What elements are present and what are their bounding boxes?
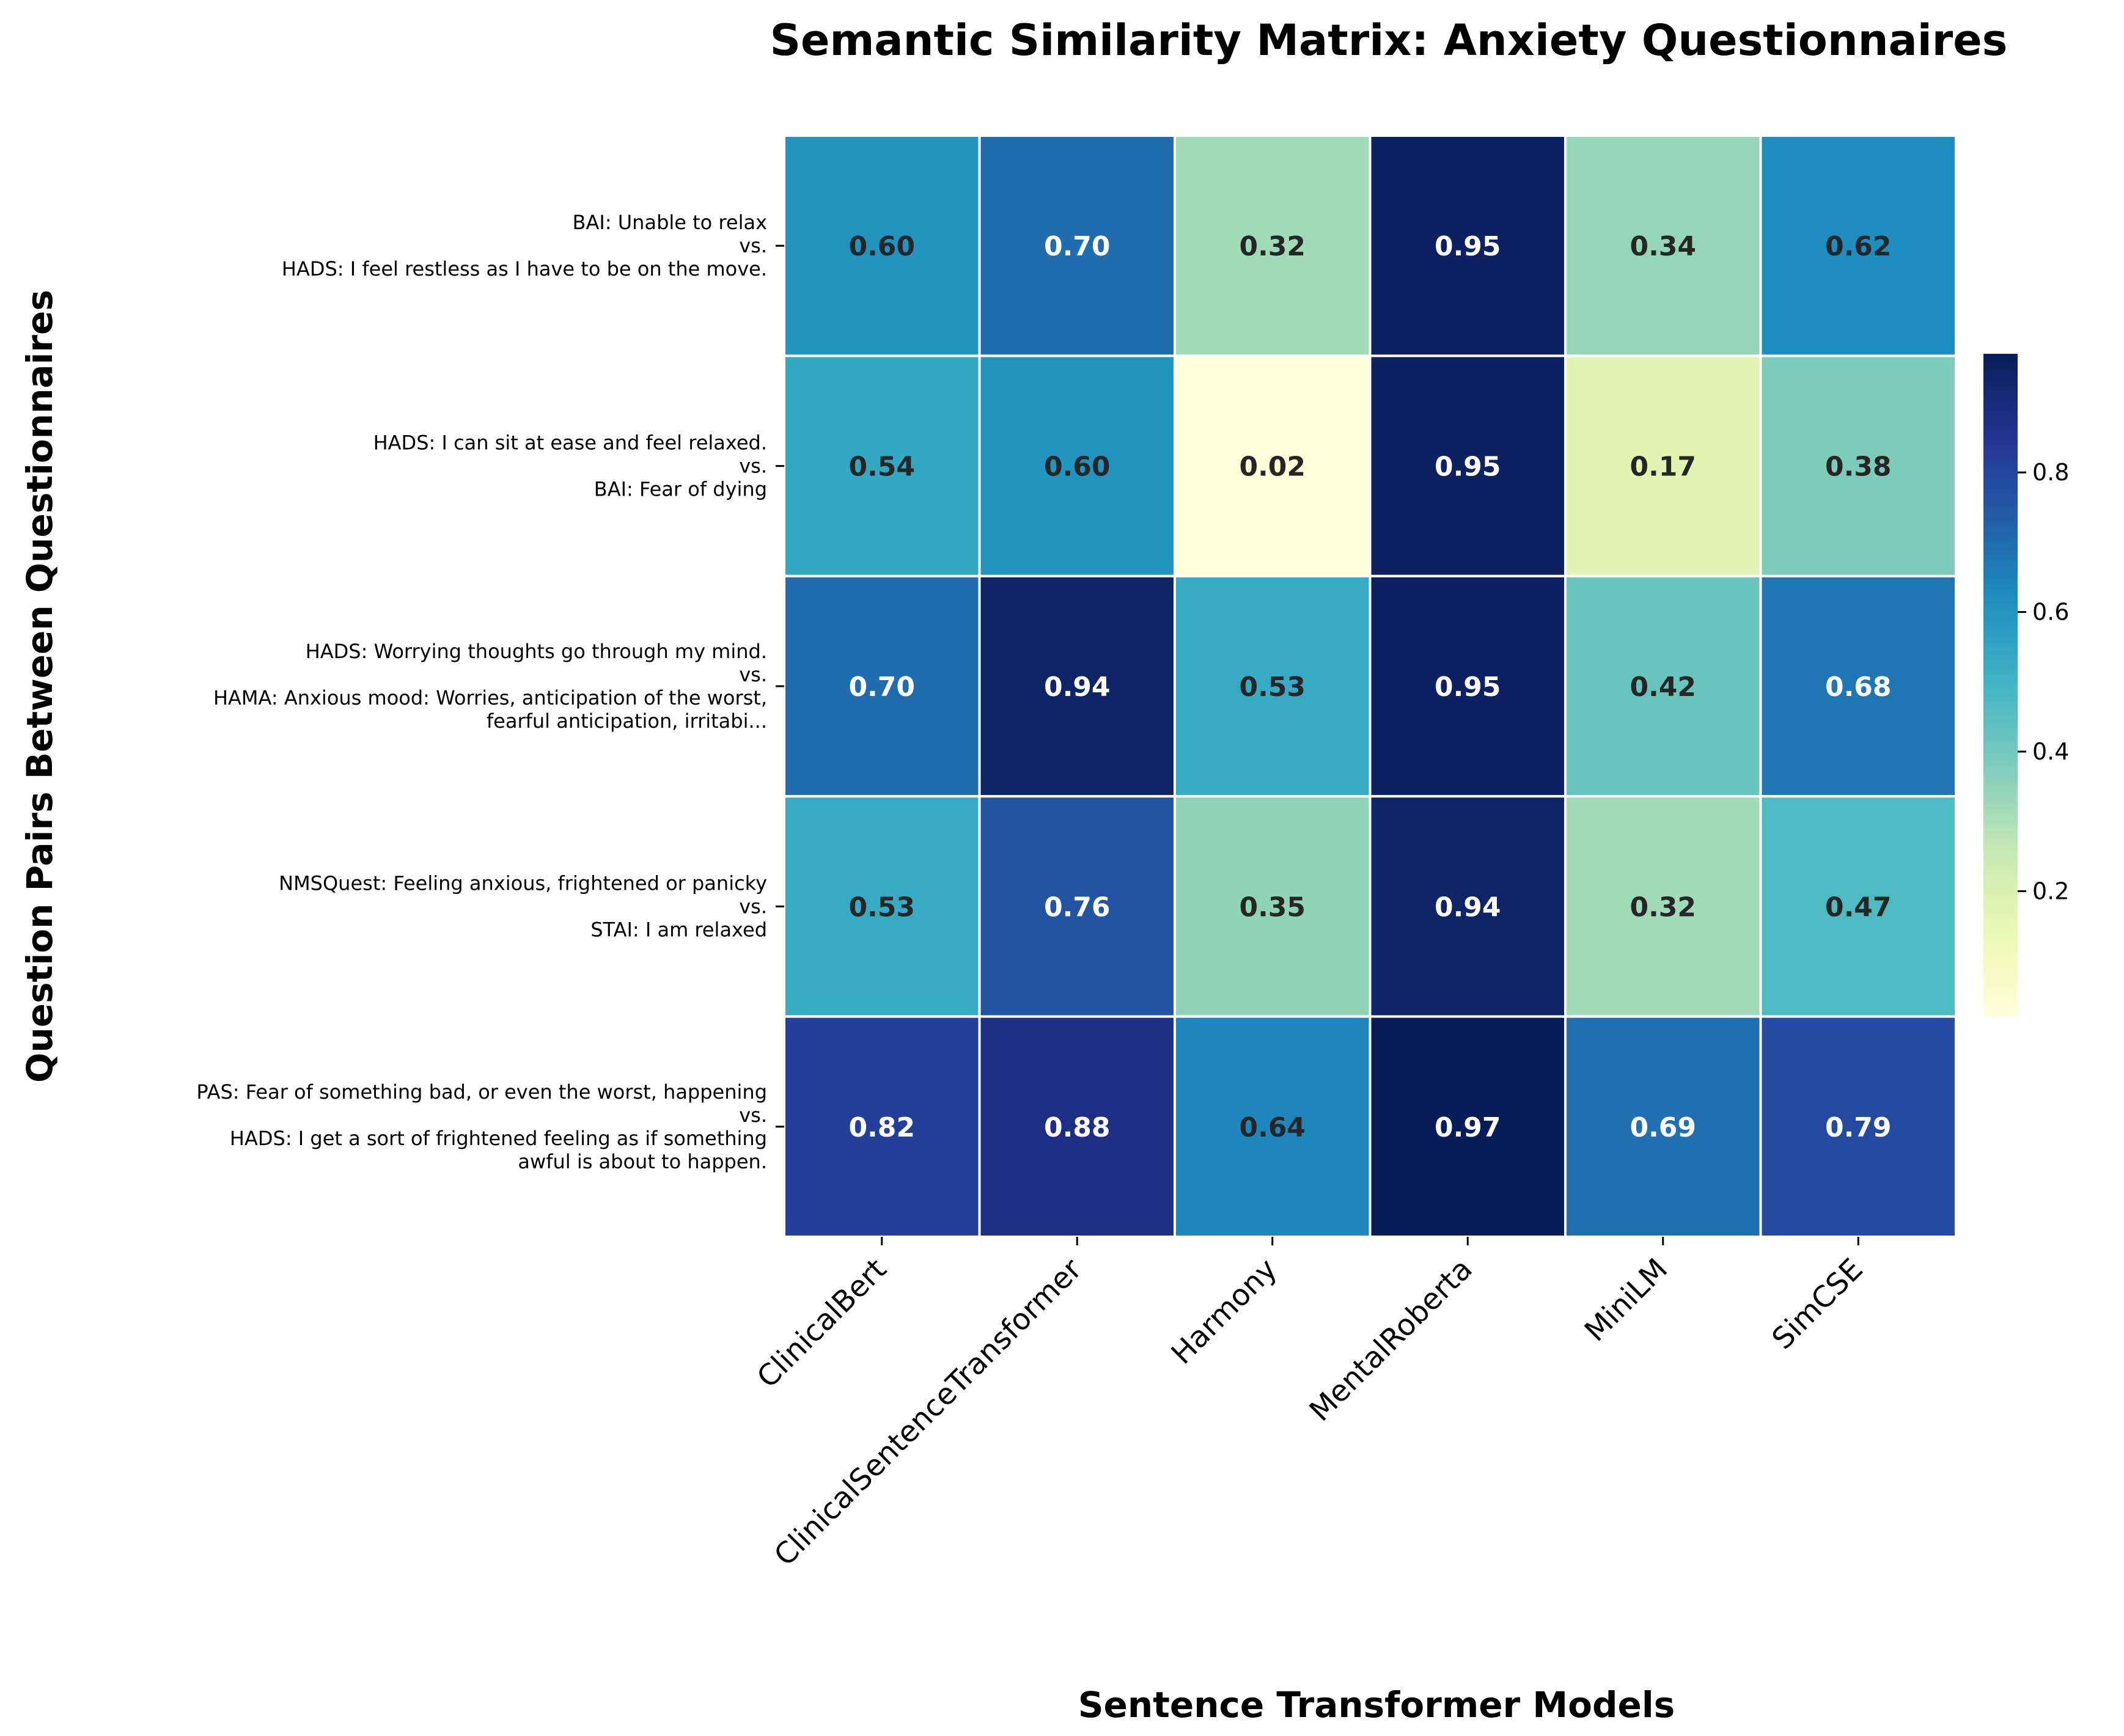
y-tick-label-line: vs. <box>739 455 767 478</box>
x-tick-label: SimCSE <box>1765 1252 1869 1356</box>
heatmap-cell <box>783 574 981 798</box>
colorbar-ticks: 0.2 0.4 0.6 0.8 <box>2018 459 2069 904</box>
heatmap-cell <box>1564 134 1762 357</box>
cell-value-label: 0.82 <box>848 1112 915 1143</box>
cell-value-label: 0.69 <box>1630 1112 1696 1143</box>
cell-value-label: 0.17 <box>1630 452 1696 483</box>
heatmap-cell <box>1564 574 1762 798</box>
colorbar-tick-label: 0.4 <box>2032 738 2069 765</box>
y-tick-label-line: HADS: I get a sort of frightened feeling… <box>230 1127 767 1150</box>
heatmap-cell <box>978 574 1176 798</box>
heatmap-cell <box>783 134 981 357</box>
row-labels: BAI: Unable to relax vs. HADS: I feel rest… <box>196 211 784 1173</box>
y-tick-label-line: NMSQuest: Feeling anxious, frightened or… <box>279 871 767 895</box>
y-tick-label-line: fearful anticipation, irritabi... <box>487 709 767 733</box>
heatmap-cell <box>1369 574 1567 798</box>
cell-value-label: 0.94 <box>1435 892 1501 923</box>
heatmap-cell <box>1369 1015 1567 1238</box>
heatmap-cell <box>1369 354 1567 577</box>
y-tick-label-line: awful is about to happen. <box>518 1150 767 1173</box>
y-tick-label: PAS: Fear of something bad, or even the … <box>196 1080 767 1173</box>
cell-value-label: 0.53 <box>1239 672 1306 703</box>
heatmap-cell <box>1564 795 1762 1018</box>
heatmap-cell <box>978 795 1176 1018</box>
cell-value-label: 0.68 <box>1825 672 1892 703</box>
cell-value-label: 0.38 <box>1825 452 1892 483</box>
heatmap-cell <box>978 354 1176 577</box>
cell-value-label: 0.60 <box>1044 452 1111 483</box>
y-tick-label: HADS: Worrying thoughts go through my mi… <box>213 640 767 733</box>
colorbar: 0.2 0.4 0.6 0.8 <box>1983 354 2069 1017</box>
heatmap-cell <box>1759 574 1957 798</box>
heatmap-cell <box>783 795 981 1018</box>
y-tick-label-line: HAMA: Anxious mood: Worries, anticipatio… <box>213 686 767 709</box>
y-tick-label: NMSQuest: Feeling anxious, frightened or… <box>279 871 767 941</box>
cell-value-label: 0.94 <box>1044 672 1111 703</box>
y-tick-label-line: HADS: Worrying thoughts go through my mi… <box>306 640 767 663</box>
x-axis-title: Sentence Transformer Models <box>1078 1684 1675 1726</box>
heatmap-cell <box>1759 134 1957 357</box>
cell-value-label: 0.02 <box>1239 452 1306 483</box>
cell-value-label: 0.88 <box>1044 1112 1111 1143</box>
heatmap-cell <box>1759 1015 1957 1238</box>
heatmap-cell <box>978 134 1176 357</box>
heatmap-cells: 0.60 0.70 0.32 0.95 0.34 0.62 0.54 0.60 0.02 0.95… <box>783 134 1957 1238</box>
heatmap-cell <box>1369 795 1567 1018</box>
colorbar-gradient <box>1983 354 2018 1017</box>
y-axis-title: Question Pairs Between Questionnaires <box>19 290 61 1083</box>
cell-value-label: 0.95 <box>1435 672 1501 703</box>
x-tick-label: ClinicalSentenceTransformer <box>768 1252 1089 1573</box>
colorbar-tick-label: 0.6 <box>2032 599 2069 626</box>
y-tick-label: BAI: Unable to relax vs. HADS: I feel rest… <box>282 211 767 280</box>
cell-value-label: 0.35 <box>1239 892 1306 923</box>
y-tick-label-line: vs. <box>739 234 767 257</box>
cell-value-label: 0.32 <box>1239 231 1306 262</box>
cell-value-label: 0.70 <box>848 672 915 703</box>
y-tick-label-line: STAI: I am relaxed <box>590 918 767 941</box>
heatmap-cell <box>783 1015 981 1238</box>
heatmap-cell <box>1759 795 1957 1018</box>
cell-value-label: 0.53 <box>848 892 915 923</box>
cell-value-label: 0.76 <box>1044 892 1111 923</box>
heatmap-cell <box>1564 1015 1762 1238</box>
cell-value-label: 0.97 <box>1435 1112 1501 1143</box>
x-tick-label: ClinicalBert <box>751 1252 893 1394</box>
cell-value-label: 0.34 <box>1630 231 1696 262</box>
x-tick-label: MiniLM <box>1578 1252 1674 1348</box>
cell-value-label: 0.47 <box>1825 892 1892 923</box>
cell-value-label: 0.54 <box>848 452 915 483</box>
cell-value-label: 0.95 <box>1435 452 1501 483</box>
heatmap-cell <box>1759 354 1957 577</box>
colorbar-tick-label: 0.2 <box>2032 877 2069 904</box>
heatmap-cell <box>1174 795 1372 1018</box>
cell-value-label: 0.32 <box>1630 892 1696 923</box>
y-tick-label-line: vs. <box>739 663 767 686</box>
cell-value-label: 0.60 <box>848 231 915 262</box>
cell-value-label: 0.42 <box>1630 672 1696 703</box>
cell-value-label: 0.70 <box>1044 231 1111 262</box>
heatmap-cell <box>1369 134 1567 357</box>
y-tick-label-line: PAS: Fear of something bad, or even the … <box>196 1080 767 1104</box>
y-tick-label-line: vs. <box>739 895 767 918</box>
cell-value-label: 0.64 <box>1239 1112 1306 1143</box>
heatmap-cell <box>1174 1015 1372 1238</box>
y-tick-label-line: HADS: I can sit at ease and feel relaxed… <box>373 431 767 455</box>
chart-title: Semantic Similarity Matrix: Anxiety Ques… <box>770 15 2008 65</box>
cell-value-label: 0.79 <box>1825 1112 1892 1143</box>
y-tick-label-line: HADS: I feel restless as I have to be on… <box>282 257 767 280</box>
x-tick-label: MentalRoberta <box>1303 1252 1479 1428</box>
x-tick-label: Harmony <box>1165 1252 1284 1371</box>
colorbar-tick-label: 0.8 <box>2032 459 2069 486</box>
y-tick-label: HADS: I can sit at ease and feel relaxed… <box>373 431 767 501</box>
y-tick-label-line: BAI: Unable to relax <box>573 211 767 234</box>
cell-value-label: 0.62 <box>1825 231 1892 262</box>
y-tick-label-line: vs. <box>739 1104 767 1127</box>
cell-value-label: 0.95 <box>1435 231 1501 262</box>
y-tick-label-line: BAI: Fear of dying <box>594 478 767 501</box>
heatmap-cell <box>1174 134 1372 357</box>
